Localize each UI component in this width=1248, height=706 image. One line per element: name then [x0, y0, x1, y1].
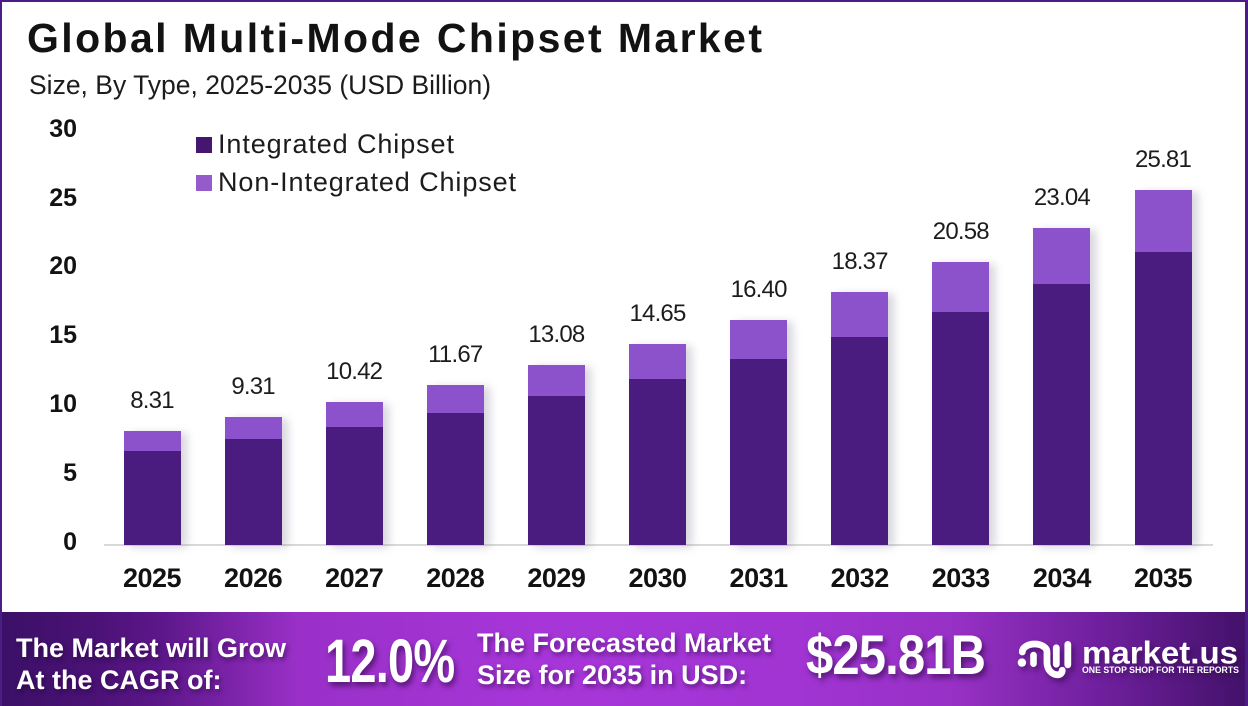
svg-text:market.us: market.us	[1082, 636, 1238, 671]
svg-text:ONE STOP SHOP FOR THE REPORTS: ONE STOP SHOP FOR THE REPORTS	[1082, 665, 1239, 675]
